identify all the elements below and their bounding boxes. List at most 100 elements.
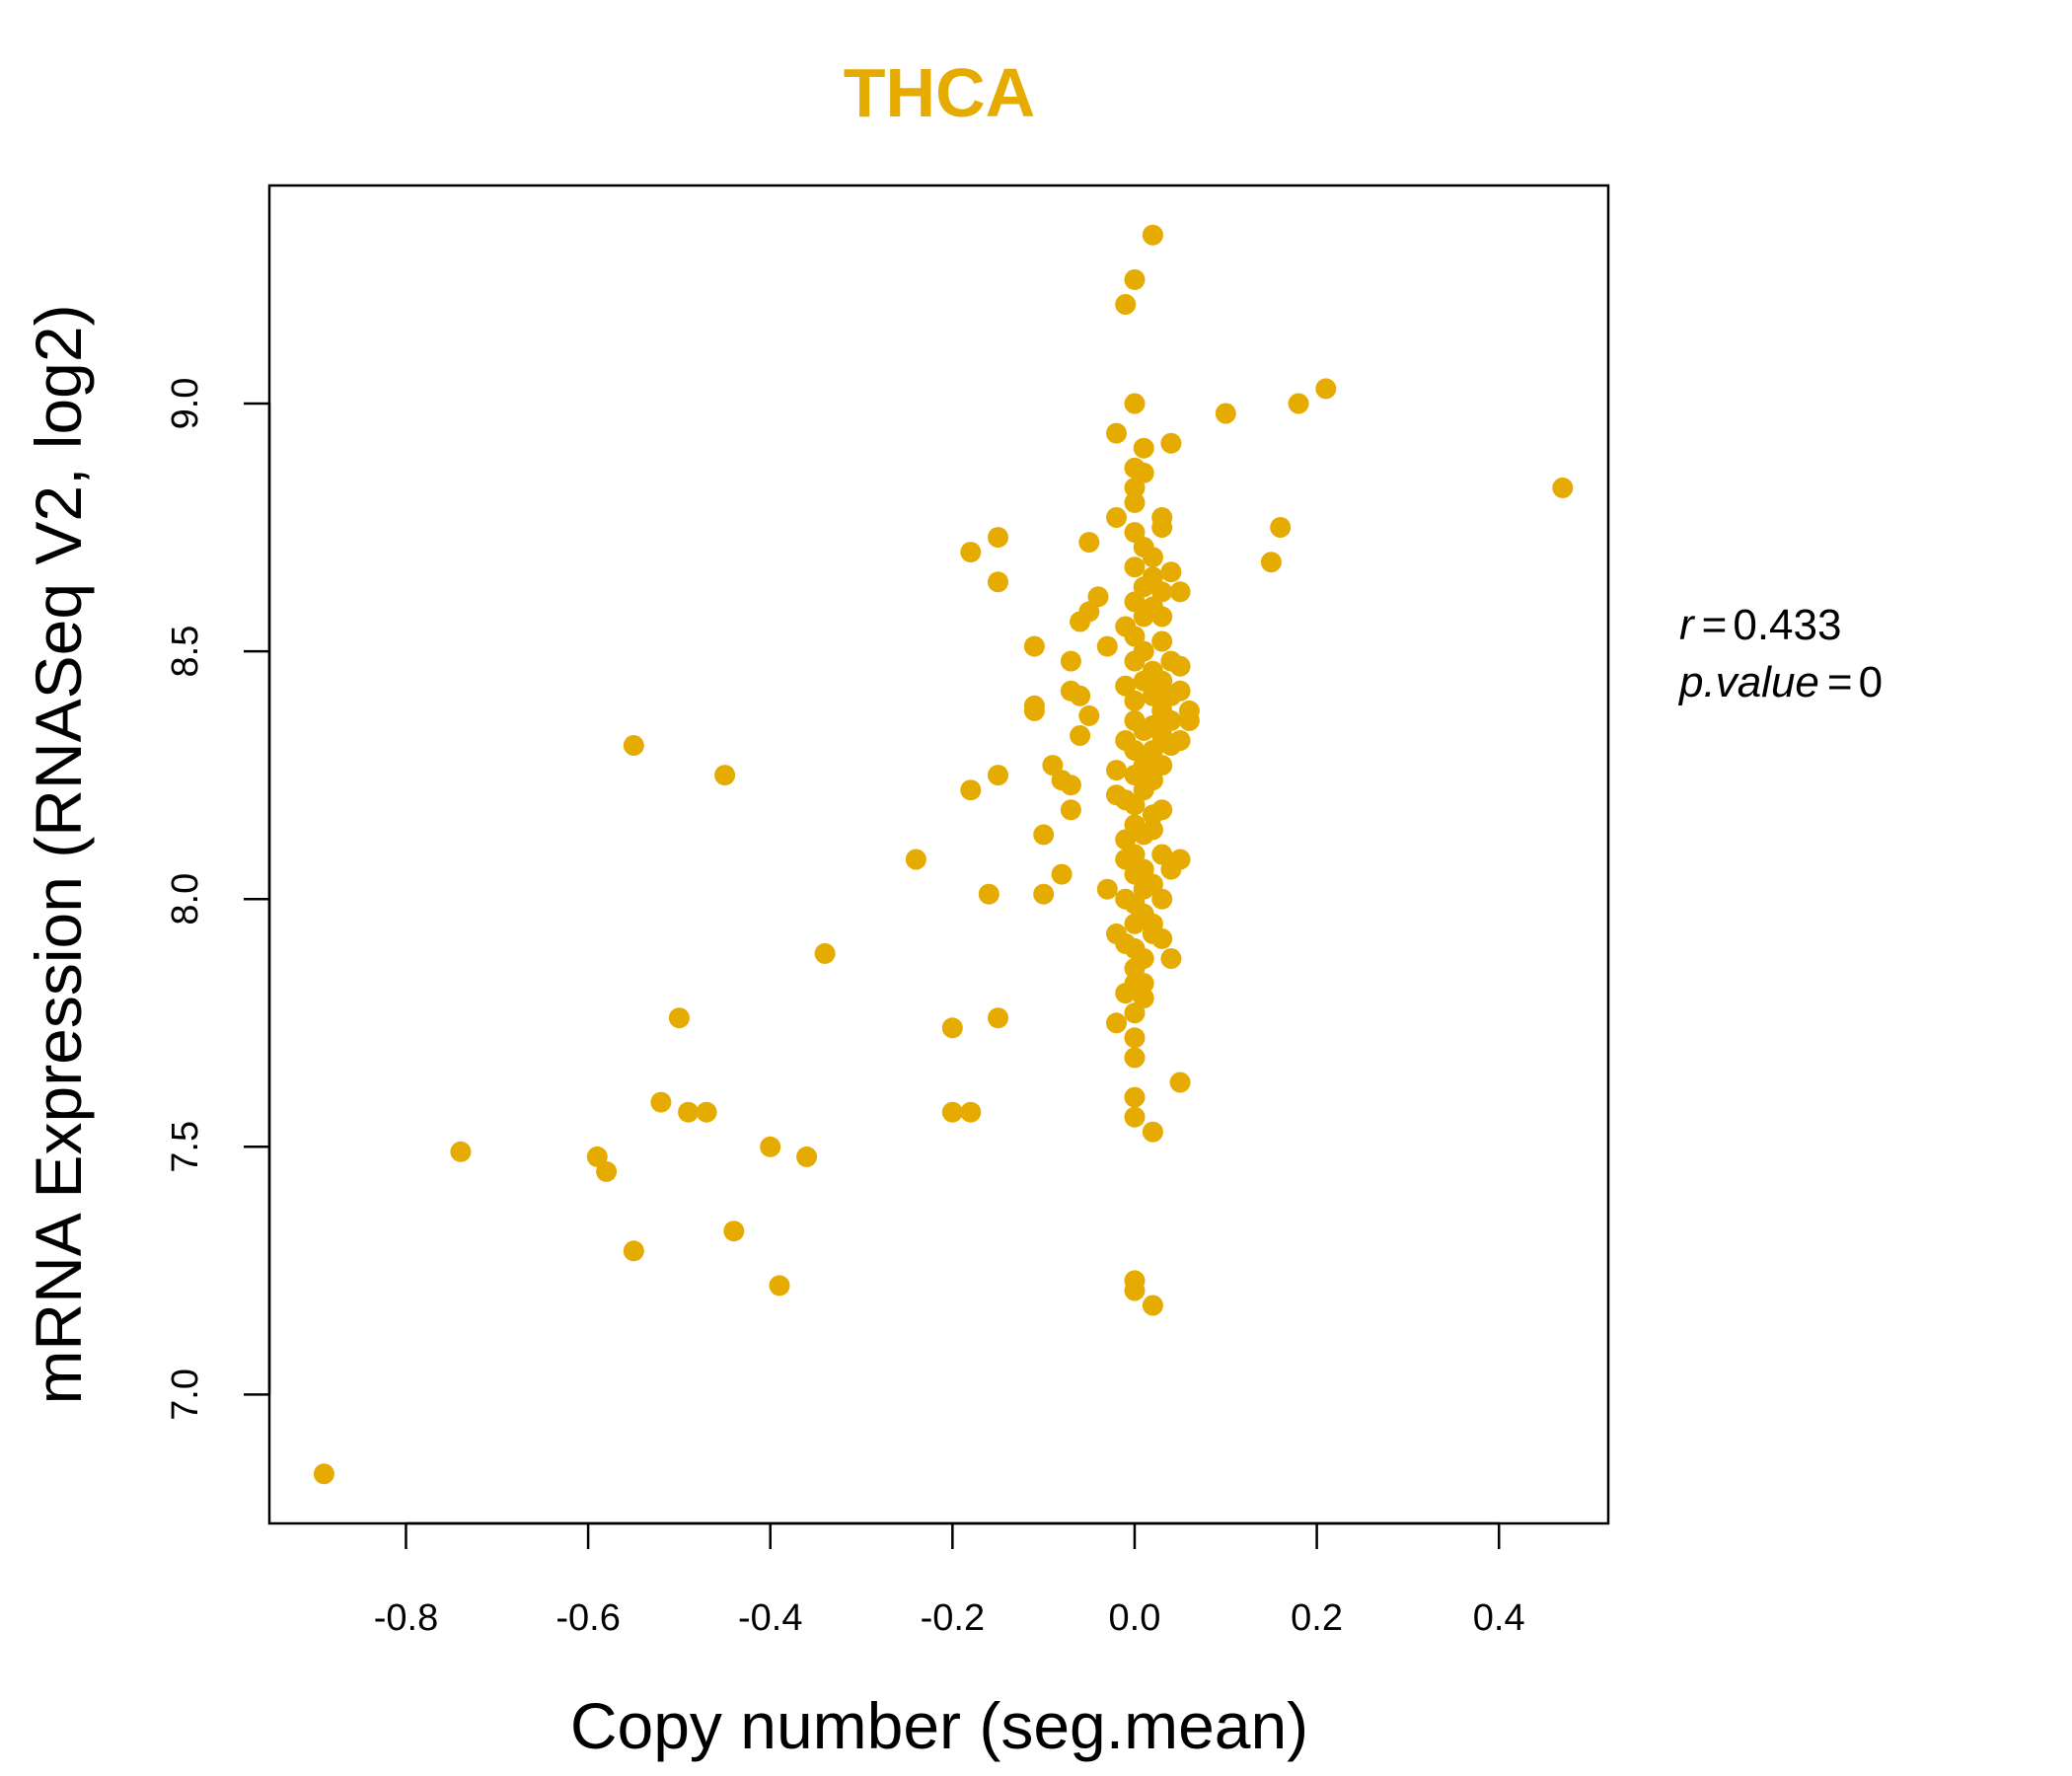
data-point bbox=[1124, 626, 1146, 647]
y-tick-label: 9.0 bbox=[165, 378, 206, 430]
data-point bbox=[1133, 640, 1154, 662]
data-point bbox=[1060, 799, 1081, 821]
data-point bbox=[696, 1101, 717, 1123]
data-point bbox=[1124, 1027, 1146, 1049]
data-point bbox=[760, 1136, 781, 1157]
data-point bbox=[1124, 1002, 1146, 1024]
data-point bbox=[1260, 552, 1282, 573]
p-value: 0 bbox=[1859, 658, 1883, 706]
data-point bbox=[941, 1101, 963, 1123]
data-point bbox=[905, 849, 926, 870]
data-point bbox=[1288, 393, 1309, 414]
data-point bbox=[1124, 1086, 1146, 1108]
data-point bbox=[1151, 888, 1173, 910]
data-point bbox=[1169, 849, 1191, 870]
data-point bbox=[1151, 581, 1173, 603]
data-point bbox=[1169, 730, 1191, 751]
y-tick-label: 7.5 bbox=[165, 1121, 206, 1173]
data-point bbox=[1115, 829, 1137, 851]
data-point bbox=[1051, 863, 1073, 885]
data-point bbox=[1115, 294, 1137, 315]
data-point bbox=[1106, 422, 1127, 444]
data-point bbox=[1078, 704, 1100, 726]
x-tick-label: -0.8 bbox=[374, 1597, 438, 1639]
data-point bbox=[1133, 973, 1154, 995]
data-point bbox=[1124, 1270, 1146, 1292]
data-point bbox=[1078, 601, 1100, 623]
data-point bbox=[1033, 824, 1055, 846]
x-tick-label: -0.6 bbox=[555, 1597, 620, 1639]
data-point bbox=[1087, 586, 1109, 608]
data-point bbox=[1060, 775, 1081, 796]
data-point bbox=[978, 883, 999, 905]
data-point bbox=[1124, 522, 1146, 544]
x-tick-label: 0.0 bbox=[1109, 1597, 1161, 1639]
y-tick-label: 7.0 bbox=[165, 1369, 206, 1421]
data-point bbox=[1552, 477, 1574, 498]
data-point bbox=[1124, 491, 1146, 513]
data-point bbox=[1169, 655, 1191, 677]
data-point bbox=[1124, 477, 1146, 498]
data-point bbox=[1106, 507, 1127, 528]
data-point bbox=[1151, 630, 1173, 652]
data-point bbox=[769, 1275, 790, 1296]
data-point bbox=[1169, 581, 1191, 603]
y-axis-title: mRNA Expression (RNASeq V2, log2) bbox=[22, 304, 95, 1404]
data-point bbox=[1151, 606, 1173, 628]
data-point bbox=[1124, 690, 1146, 711]
data-point bbox=[796, 1146, 818, 1167]
data-point bbox=[1070, 685, 1091, 706]
x-axis-title: Copy number (seg.mean) bbox=[570, 1689, 1308, 1762]
data-point bbox=[1124, 794, 1146, 816]
data-point bbox=[1023, 635, 1045, 657]
data-point bbox=[1270, 517, 1292, 538]
data-point bbox=[1106, 1012, 1127, 1034]
data-point bbox=[1160, 948, 1182, 969]
data-point bbox=[1160, 432, 1182, 454]
data-point bbox=[678, 1101, 700, 1123]
data-point bbox=[1142, 770, 1163, 791]
r-value: 0.433 bbox=[1733, 601, 1841, 649]
data-point bbox=[723, 1221, 745, 1242]
data-point bbox=[714, 765, 736, 786]
data-point bbox=[623, 1240, 644, 1262]
data-point bbox=[1178, 709, 1200, 731]
data-point bbox=[1160, 561, 1182, 583]
data-point bbox=[1151, 755, 1173, 777]
data-point bbox=[1142, 913, 1163, 934]
data-point bbox=[1124, 393, 1146, 414]
data-point bbox=[450, 1141, 472, 1162]
data-point bbox=[586, 1146, 608, 1167]
data-point bbox=[1124, 1106, 1146, 1128]
x-axis: -0.8 -0.6 -0.4 -0.2 0.0 0.2 0.4 bbox=[374, 1521, 1525, 1639]
data-point bbox=[1023, 700, 1045, 721]
data-point bbox=[650, 1091, 672, 1113]
r-label: r bbox=[1679, 601, 1696, 649]
data-point bbox=[1106, 760, 1127, 781]
x-tick-label: -0.2 bbox=[921, 1597, 985, 1639]
plot-frame bbox=[267, 184, 1610, 1525]
data-point bbox=[1315, 378, 1337, 400]
data-point bbox=[1124, 556, 1146, 578]
data-point bbox=[668, 1007, 690, 1029]
data-point bbox=[988, 1007, 1008, 1029]
data-point bbox=[814, 942, 836, 964]
data-point bbox=[1151, 799, 1173, 821]
data-point bbox=[988, 527, 1008, 549]
data-point bbox=[1078, 532, 1100, 554]
data-point bbox=[941, 1017, 963, 1039]
data-point bbox=[1151, 927, 1173, 949]
data-point bbox=[1142, 224, 1163, 246]
data-point bbox=[1042, 755, 1064, 777]
data-point bbox=[1133, 437, 1154, 459]
data-point bbox=[1033, 883, 1055, 905]
data-point bbox=[1169, 680, 1191, 702]
data-point bbox=[1124, 268, 1146, 290]
data-point bbox=[1096, 635, 1118, 657]
data-point bbox=[1160, 709, 1182, 731]
y-tick-label: 8.5 bbox=[165, 626, 206, 678]
data-point bbox=[596, 1160, 618, 1182]
data-point bbox=[1142, 819, 1163, 841]
data-point bbox=[1142, 873, 1163, 895]
correlation-stat: r = 0.433 bbox=[1679, 601, 1841, 649]
